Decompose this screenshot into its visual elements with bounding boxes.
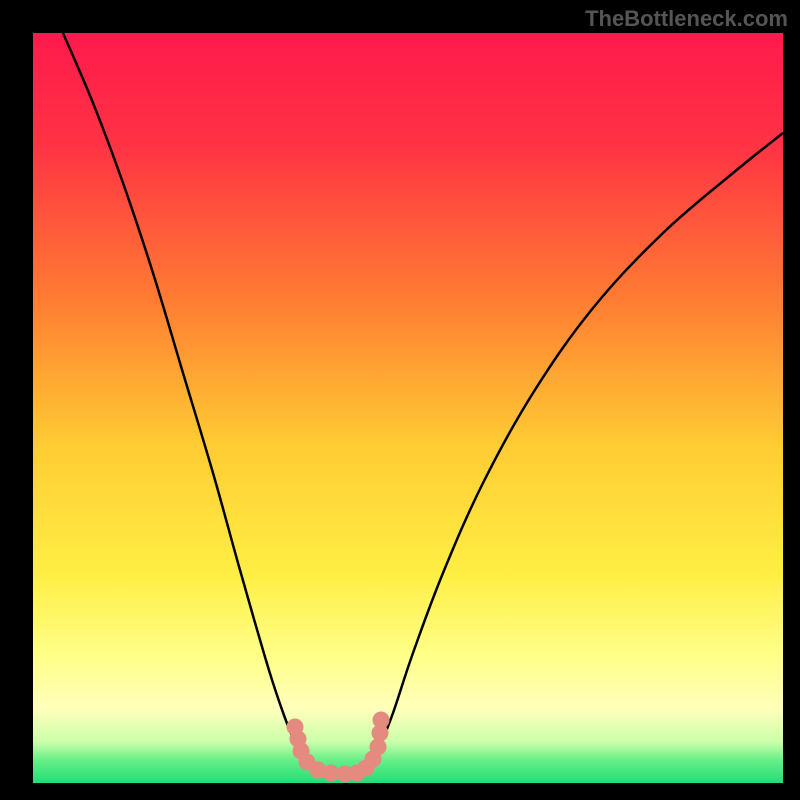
chart-container: TheBottleneck.com bbox=[0, 0, 800, 800]
bottleneck-chart bbox=[33, 33, 783, 783]
watermark-text: TheBottleneck.com bbox=[585, 6, 788, 32]
